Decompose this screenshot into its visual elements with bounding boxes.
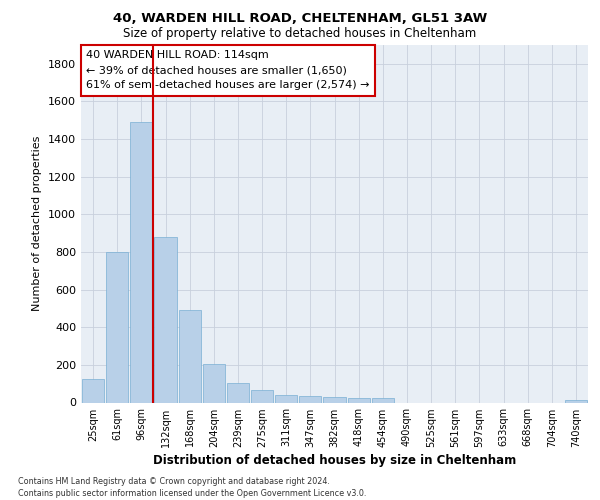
Bar (106, 252, 128, 402)
Text: Size of property relative to detached houses in Cheltenham: Size of property relative to detached ho… (124, 28, 476, 40)
Bar (154, 237, 176, 402)
Bar (299, 396, 322, 402)
Bar (251, 390, 273, 402)
X-axis label: Distribution of detached houses by size in Cheltenham: Distribution of detached houses by size … (153, 454, 516, 467)
Bar (565, 400, 587, 402)
Bar (371, 398, 394, 402)
Bar (179, 310, 201, 402)
Text: Contains public sector information licensed under the Open Government Licence v3: Contains public sector information licen… (18, 488, 367, 498)
Text: Contains HM Land Registry data © Crown copyright and database right 2024.: Contains HM Land Registry data © Crown c… (18, 477, 330, 486)
Y-axis label: Number of detached properties: Number of detached properties (32, 136, 43, 312)
Bar (82, 379, 104, 402)
Bar (203, 364, 225, 403)
Bar (347, 398, 370, 402)
Bar (275, 395, 298, 402)
Bar (323, 397, 346, 402)
Text: 40 WARDEN HILL ROAD: 114sqm
← 39% of detached houses are smaller (1,650)
61% of : 40 WARDEN HILL ROAD: 114sqm ← 39% of det… (86, 50, 370, 90)
Text: 40, WARDEN HILL ROAD, CHELTENHAM, GL51 3AW: 40, WARDEN HILL ROAD, CHELTENHAM, GL51 3… (113, 12, 487, 26)
Bar (227, 382, 249, 402)
Bar (130, 122, 152, 402)
